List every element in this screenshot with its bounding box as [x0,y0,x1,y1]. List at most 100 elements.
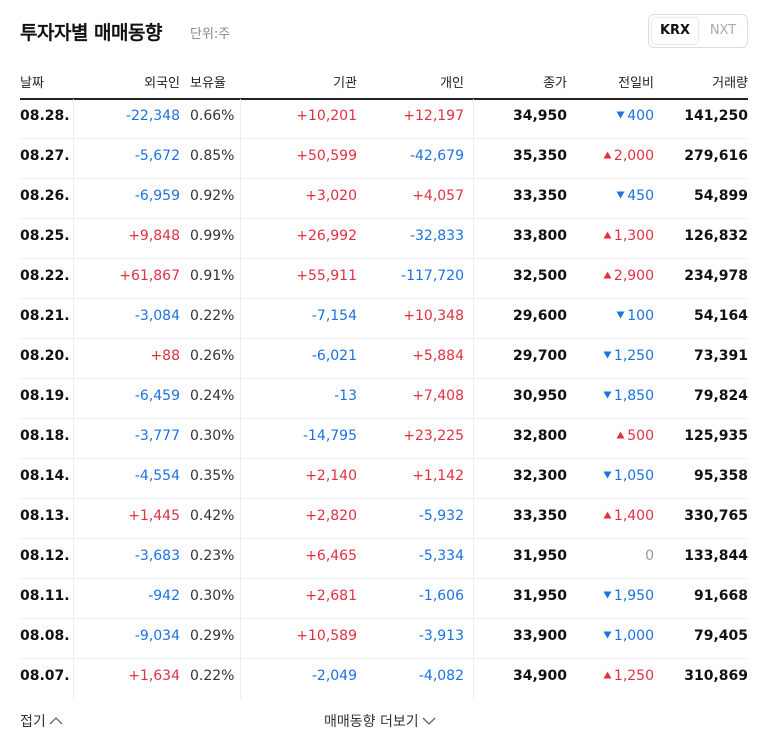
individual-cell: -117,720 [401,268,464,284]
column-header: 보유율 [190,76,226,91]
institution-cell: -2,049 [311,668,357,684]
change-cell: 1,300 [603,228,654,244]
change-cell: 1,950 [603,588,654,604]
direction-arrow [603,671,612,679]
direction-arrow [616,111,625,119]
individual-cell: -4,082 [418,668,464,684]
column-header: 전일비 [618,76,654,91]
title: 투자자별 매매동향 [20,22,162,44]
direction-arrow [603,511,612,519]
direction-arrow [603,351,612,359]
close-cell: 30,950 [512,388,567,404]
arrow-shape [603,671,612,679]
volume-cell: 91,668 [693,588,748,604]
individual-cell: +7,408 [412,388,464,404]
close-cell: 33,800 [512,228,567,244]
institution-cell: +55,911 [296,268,357,284]
change-cell: 1,850 [603,388,654,404]
chevron-up [49,717,63,725]
close-cell: 31,950 [512,588,567,604]
foreign-cell: +1,634 [128,668,180,684]
more-button[interactable]: 매매동향 더보기 [324,711,436,731]
volume-cell: 234,978 [684,268,748,284]
date-cell: 08.21. [20,308,70,324]
foreign-cell: +1,445 [128,508,180,524]
volume-cell: 141,250 [684,108,748,124]
holding-cell: 0.26% [190,348,235,364]
column-header: 날짜 [20,76,44,91]
market-tab[interactable]: KRX [652,18,698,44]
row-divider [20,258,748,259]
column-header: 기관 [333,76,357,91]
row-divider [20,658,748,659]
holding-cell: 0.30% [190,428,235,444]
holding-cell: 0.23% [190,548,235,564]
individual-cell: -5,932 [418,508,464,524]
change-cell: 1,050 [603,468,654,484]
individual-cell: -3,913 [418,628,464,644]
direction-arrow [603,151,612,159]
date-cell: 08.22. [20,268,70,284]
individual-cell: +5,884 [412,348,464,364]
change-cell: 1,400 [603,508,654,524]
date-cell: 08.19. [20,388,70,404]
institution-cell: +10,201 [296,108,357,124]
column-header: 종가 [543,76,567,91]
row-divider [20,578,748,579]
direction-arrow [603,631,612,639]
holding-cell: 0.85% [190,148,235,164]
volume-cell: 95,358 [693,468,748,484]
change-cell: 1,250 [603,348,654,364]
close-cell: 34,950 [512,108,567,124]
arrow-shape [603,231,612,239]
foreign-cell: +9,848 [128,228,180,244]
column-divider [473,99,474,699]
row-divider [20,338,748,339]
change-cell: 1,000 [603,628,654,644]
date-cell: 08.18. [20,428,70,444]
close-cell: 32,800 [512,428,567,444]
direction-arrow [603,471,612,479]
row-divider [20,378,748,379]
market-tab[interactable]: NXT [709,23,737,38]
column-divider [73,99,74,699]
collapse-button[interactable]: 접기 [20,711,63,731]
volume-cell: 54,899 [693,188,748,204]
row-divider [20,418,748,419]
arrow-shape [603,471,612,479]
date-cell: 08.14. [20,468,70,484]
close-cell: 32,500 [512,268,567,284]
institution-cell: +2,681 [305,588,357,604]
institution-cell: -14,795 [302,428,357,444]
date-cell: 08.07. [20,668,70,684]
date-cell: 08.26. [20,188,70,204]
change-cell: 100 [616,308,654,324]
change-cell: 400 [616,108,654,124]
close-cell: 33,350 [512,188,567,204]
change-cell: 500 [616,428,654,444]
header-rule [20,98,748,100]
unit: 단위:주 [190,27,231,42]
individual-cell: -1,606 [418,588,464,604]
direction-arrow [616,311,625,319]
holding-cell: 0.22% [190,308,235,324]
holding-cell: 0.29% [190,628,235,644]
arrow-shape [603,511,612,519]
arrow-shape [616,431,625,439]
volume-cell: 79,405 [693,628,748,644]
volume-cell: 126,832 [684,228,748,244]
holding-cell: 0.22% [190,668,235,684]
individual-cell: +10,348 [403,308,464,324]
institution-cell: +50,599 [296,148,357,164]
individual-cell: +4,057 [412,188,464,204]
individual-cell: +23,225 [403,428,464,444]
institution-cell: +2,140 [305,468,357,484]
date-cell: 08.11. [20,588,70,604]
row-divider [20,618,748,619]
institution-cell: +3,020 [305,188,357,204]
arrow-shape [603,391,612,399]
change-cell: 0 [645,548,654,564]
direction-arrow [603,391,612,399]
change-cell: 2,000 [603,148,654,164]
holding-cell: 0.42% [190,508,235,524]
